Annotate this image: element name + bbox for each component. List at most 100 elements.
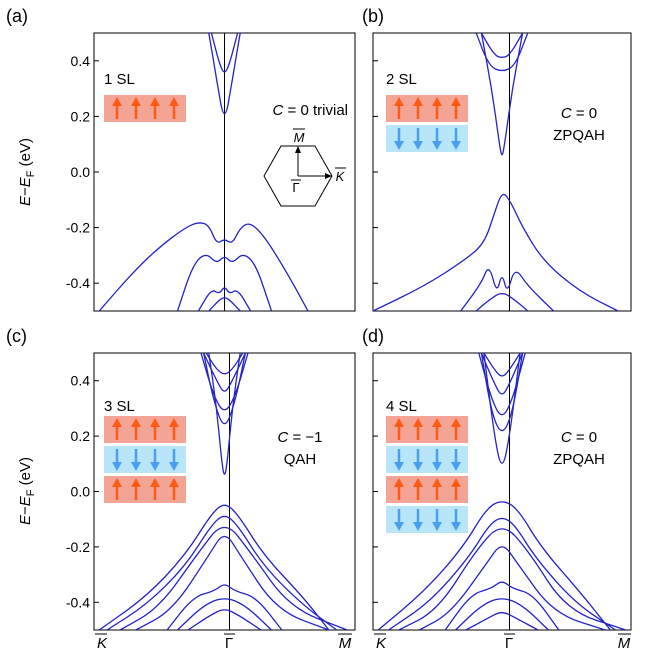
band-line (135, 535, 330, 630)
band-line (460, 269, 555, 311)
band-line (444, 581, 560, 630)
band-line (373, 193, 619, 311)
phase-label: QAH (284, 451, 317, 468)
band-line (202, 353, 247, 425)
y-ticks: 0.4 0.2 0.0 -0.2 -0.4 (66, 53, 99, 291)
bz-hexagon (263, 145, 333, 207)
y-tick-label: -0.2 (66, 220, 90, 236)
panel-label: (a) (6, 6, 28, 26)
phase-label: ZPQAH (553, 451, 605, 468)
band-line (480, 353, 524, 432)
band-line (478, 353, 526, 416)
x-tick-gamma: Γ (225, 635, 233, 652)
chern-label: C = 0 (561, 105, 597, 122)
arrow-down-icon (112, 449, 122, 471)
sl-label: 2 SL (386, 71, 417, 88)
arrow-up-icon (150, 478, 160, 500)
x-tick-m: M (618, 635, 631, 652)
band-line (465, 612, 539, 630)
sl-label: 1 SL (104, 71, 135, 88)
y-ticks: 0.4 0.2 0.0 -0.2 -0.4 (66, 373, 99, 610)
band-line (205, 353, 244, 375)
arrow-down-icon (394, 128, 404, 150)
y-tick-label: -0.4 (66, 594, 90, 610)
band-line (208, 353, 241, 475)
arrow-up-icon (451, 97, 461, 119)
arrow-down-icon (432, 509, 442, 531)
panel-label: (c) (6, 326, 27, 346)
band-line (483, 353, 521, 377)
panel-label: (b) (362, 6, 384, 26)
arrow-down-icon (413, 449, 423, 471)
y-tick-label: 0.4 (71, 373, 91, 389)
sl-label: 4 SL (386, 398, 417, 415)
bz-arrowhead-k (325, 173, 332, 179)
y-tick-label: 0.2 (71, 108, 91, 124)
arrow-down-icon (432, 449, 442, 471)
arrow-up-icon (131, 418, 141, 440)
arrow-up-icon (131, 478, 141, 500)
y-tick-label: -0.2 (66, 539, 90, 555)
layer-stack (104, 95, 186, 122)
band-line (98, 222, 309, 311)
band-line (475, 292, 529, 311)
arrow-up-icon (432, 478, 442, 500)
band-line (187, 609, 262, 630)
band-line (177, 598, 272, 630)
y-axis-label-top: E−EF (eV) (17, 138, 37, 206)
panel-b: (b) 2 SL C = 0 ZPQAH (362, 6, 632, 312)
arrow-up-icon (432, 97, 442, 119)
bz-gamma-label: Γ (292, 180, 299, 195)
chern-label: C = 0 (561, 429, 597, 446)
arrow-down-icon (413, 509, 423, 531)
x-tick-gamma: Γ (505, 635, 513, 652)
band-line (483, 353, 521, 464)
bands-group (98, 33, 309, 311)
arrow-up-icon (169, 97, 179, 119)
band-line (475, 33, 529, 72)
band-line (480, 33, 524, 58)
panel-d: (d) 4 SL C = 0 ZPQAH K Γ M (362, 326, 632, 652)
y-tick-label: 0.4 (71, 53, 91, 69)
y-ticks (373, 380, 378, 603)
arrow-up-icon (394, 97, 404, 119)
band-line (455, 598, 549, 630)
arrow-down-icon (451, 509, 461, 531)
bz-inset: M Γ K (263, 128, 346, 207)
layer-stack (386, 95, 468, 152)
arrow-down-icon (150, 449, 160, 471)
band-line (388, 517, 616, 630)
arrow-up-icon (451, 418, 461, 440)
panel-c: (c) 0.40.20.0-0.2-0.4 3 SL C = −1 QAH K … (6, 326, 356, 652)
band-line (480, 33, 524, 156)
arrow-up-icon (413, 478, 423, 500)
arrow-down-icon (432, 128, 442, 150)
y-tick-label: -0.4 (66, 275, 90, 291)
band-line (398, 528, 627, 630)
band-line (200, 353, 249, 411)
sl-label: 3 SL (104, 398, 135, 415)
chern-label: C = −1 (277, 429, 322, 446)
panel-label: (d) (362, 326, 384, 346)
arrow-up-icon (169, 478, 179, 500)
bz-arrowhead-m (295, 146, 301, 153)
band-line (166, 584, 283, 630)
arrow-down-icon (451, 128, 461, 150)
layer-stack (104, 416, 186, 503)
layer-stack (386, 416, 468, 533)
arrow-down-icon (394, 449, 404, 471)
band-line (210, 33, 239, 73)
y-tick-label: 0.0 (71, 484, 91, 500)
band-line (106, 515, 338, 630)
x-tick-k: K (97, 635, 108, 652)
arrow-up-icon (451, 478, 461, 500)
bz-k-label: K (336, 169, 346, 184)
chern-label: C = 0 trivial (273, 102, 348, 119)
band-line (419, 546, 606, 630)
arrow-up-icon (150, 97, 160, 119)
band-line (208, 297, 241, 311)
y-axis-label-text: E−EF (eV) (17, 138, 37, 206)
arrow-up-icon (112, 478, 122, 500)
arrow-up-icon (112, 418, 122, 440)
